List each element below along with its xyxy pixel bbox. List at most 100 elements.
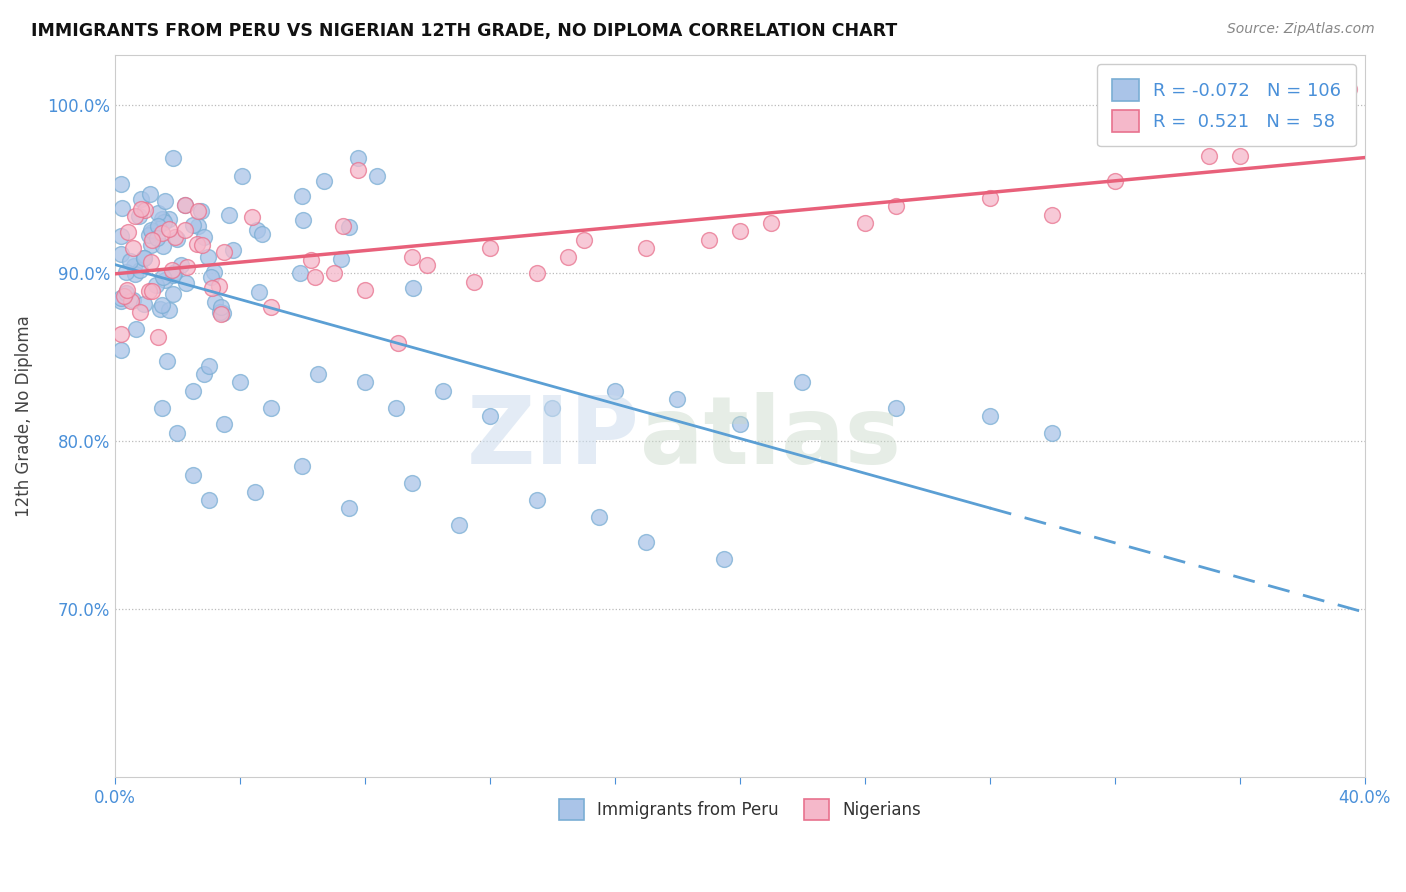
Point — [432, 384, 454, 398]
Point — [129, 305, 152, 319]
Point — [150, 298, 173, 312]
Point — [110, 178, 132, 192]
Point — [231, 169, 253, 183]
Point — [132, 251, 155, 265]
Point — [299, 253, 322, 268]
Point — [110, 294, 132, 309]
Point — [212, 306, 235, 320]
Point — [139, 255, 162, 269]
Point — [162, 287, 184, 301]
Point — [603, 384, 626, 398]
Point — [346, 163, 368, 178]
Point — [110, 229, 132, 244]
Point — [250, 227, 273, 242]
Point — [463, 275, 485, 289]
Point — [304, 269, 326, 284]
Point — [634, 534, 657, 549]
Point — [759, 216, 782, 230]
Point — [402, 281, 425, 295]
Point — [853, 216, 876, 230]
Point — [117, 225, 139, 239]
Point — [979, 409, 1001, 423]
Point — [197, 250, 219, 264]
Point — [713, 551, 735, 566]
Point — [588, 509, 610, 524]
Point — [478, 409, 501, 423]
Point — [111, 201, 134, 215]
Point — [247, 285, 270, 300]
Point — [125, 322, 148, 336]
Point — [120, 294, 142, 309]
Point — [218, 209, 240, 223]
Point — [156, 353, 179, 368]
Point — [122, 259, 145, 273]
Point — [347, 152, 370, 166]
Text: ZIP: ZIP — [467, 392, 640, 483]
Point — [478, 241, 501, 255]
Point — [260, 300, 283, 314]
Point — [211, 307, 233, 321]
Point — [728, 417, 751, 432]
Point — [134, 296, 156, 310]
Point — [114, 286, 136, 301]
Point — [153, 194, 176, 209]
Point — [197, 492, 219, 507]
Point — [202, 265, 225, 279]
Point — [332, 219, 354, 233]
Point — [115, 284, 138, 298]
Y-axis label: 12th Grade, No Diploma: 12th Grade, No Diploma — [15, 315, 32, 516]
Point — [979, 191, 1001, 205]
Point — [138, 284, 160, 298]
Point — [121, 293, 143, 308]
Point — [110, 246, 132, 260]
Point — [884, 401, 907, 415]
Point — [121, 242, 143, 256]
Point — [401, 476, 423, 491]
Point — [330, 252, 353, 267]
Point — [1339, 81, 1361, 95]
Point — [166, 232, 188, 246]
Point — [193, 367, 215, 381]
Point — [366, 169, 388, 184]
Point — [157, 211, 180, 226]
Point — [1104, 174, 1126, 188]
Point — [193, 230, 215, 244]
Point — [792, 376, 814, 390]
Point — [131, 192, 153, 206]
Point — [385, 401, 408, 415]
Point — [208, 278, 231, 293]
Point — [212, 417, 235, 432]
Point — [884, 199, 907, 213]
Point — [150, 226, 173, 240]
Point — [634, 241, 657, 255]
Point — [139, 186, 162, 201]
Point — [141, 284, 163, 298]
Point — [132, 251, 155, 265]
Point — [557, 250, 579, 264]
Point — [148, 219, 170, 233]
Point — [129, 263, 152, 277]
Point — [174, 223, 197, 237]
Point — [191, 238, 214, 252]
Point — [322, 266, 344, 280]
Point — [110, 291, 132, 305]
Point — [312, 174, 335, 188]
Point — [146, 329, 169, 343]
Point — [155, 273, 177, 287]
Point — [200, 270, 222, 285]
Point — [190, 203, 212, 218]
Point — [1040, 425, 1063, 440]
Point — [124, 267, 146, 281]
Point — [128, 210, 150, 224]
Point — [149, 302, 172, 317]
Point — [146, 205, 169, 219]
Point — [174, 197, 197, 211]
Point — [181, 467, 204, 482]
Point — [163, 229, 186, 244]
Point — [187, 204, 209, 219]
Point — [170, 258, 193, 272]
Point — [152, 239, 174, 253]
Point — [204, 295, 226, 310]
Point — [162, 263, 184, 277]
Point — [1275, 123, 1298, 137]
